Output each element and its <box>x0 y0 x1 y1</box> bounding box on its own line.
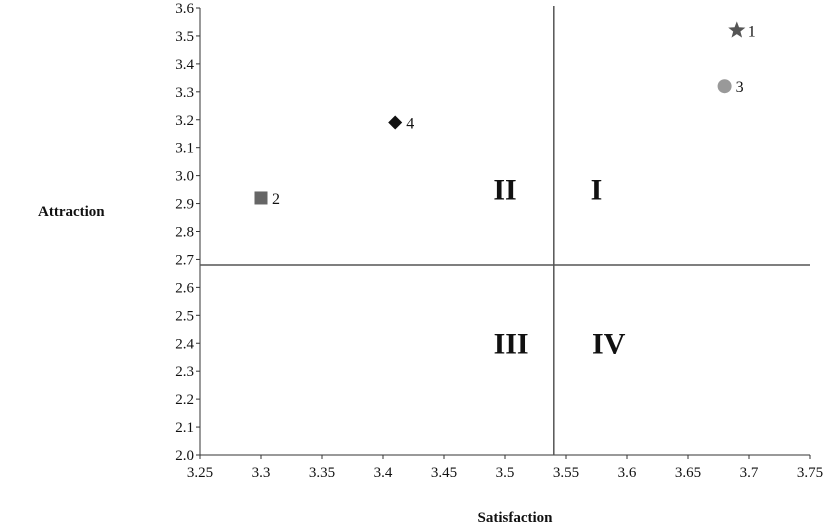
data-point-label: 1 <box>748 23 756 40</box>
y-tick-label: 2.7 <box>175 252 194 268</box>
y-tick-label: 3.2 <box>175 113 194 129</box>
x-tick-label: 3.45 <box>431 465 457 481</box>
y-tick-label: 2.6 <box>175 280 194 296</box>
y-tick-label: 3.0 <box>175 169 194 185</box>
y-tick-label: 3.4 <box>175 57 194 73</box>
data-point-2 <box>254 191 268 205</box>
y-tick-label: 2.0 <box>175 448 194 464</box>
x-tick-label: 3.4 <box>374 465 393 481</box>
quadrant-label-iv: IV <box>592 327 626 360</box>
y-tick-label: 3.3 <box>175 85 194 101</box>
x-tick-label: 3.6 <box>618 465 637 481</box>
data-point-label: 2 <box>272 191 280 208</box>
quadrant-label-ii: II <box>493 174 516 207</box>
y-tick-label: 2.5 <box>175 308 194 324</box>
x-axis-title: Satisfaction <box>478 510 554 526</box>
data-point-4 <box>388 115 403 130</box>
data-point-3 <box>717 79 732 94</box>
x-tick-label: 3.7 <box>740 465 759 481</box>
y-tick-label: 2.8 <box>175 225 194 241</box>
x-tick-label: 3.25 <box>187 465 213 481</box>
x-tick-label: 3.65 <box>675 465 701 481</box>
quadrant-label-iii: III <box>494 327 529 360</box>
y-tick-label: 3.1 <box>175 141 194 157</box>
y-tick-label: 2.4 <box>175 336 194 352</box>
y-axis-title: Attraction <box>38 204 105 220</box>
y-tick-label: 2.1 <box>175 420 194 436</box>
y-tick-label: 2.9 <box>175 197 194 213</box>
data-point-label: 4 <box>406 116 414 133</box>
plot-area: 2.0 2.1 2.2 2.3 2.4 2.5 2.6 2.7 2.8 2.9 3.0 3.1 3.2 3… <box>175 1 823 481</box>
x-tick-label: 3.35 <box>309 465 335 481</box>
data-point-label: 3 <box>736 79 744 96</box>
y-tick-label: 3.5 <box>175 29 194 45</box>
y-tick-label: 2.3 <box>175 364 194 380</box>
x-tick-label: 3.55 <box>553 465 579 481</box>
x-tick-label: 3.3 <box>252 465 271 481</box>
x-tick-label: 3.75 <box>797 465 823 481</box>
quadrant-label-i: I <box>591 174 603 207</box>
y-tick-label: 3.6 <box>175 1 194 17</box>
x-tick-label: 3.5 <box>496 465 515 481</box>
data-point-1 <box>728 21 746 38</box>
y-tick-label: 2.2 <box>175 392 194 408</box>
